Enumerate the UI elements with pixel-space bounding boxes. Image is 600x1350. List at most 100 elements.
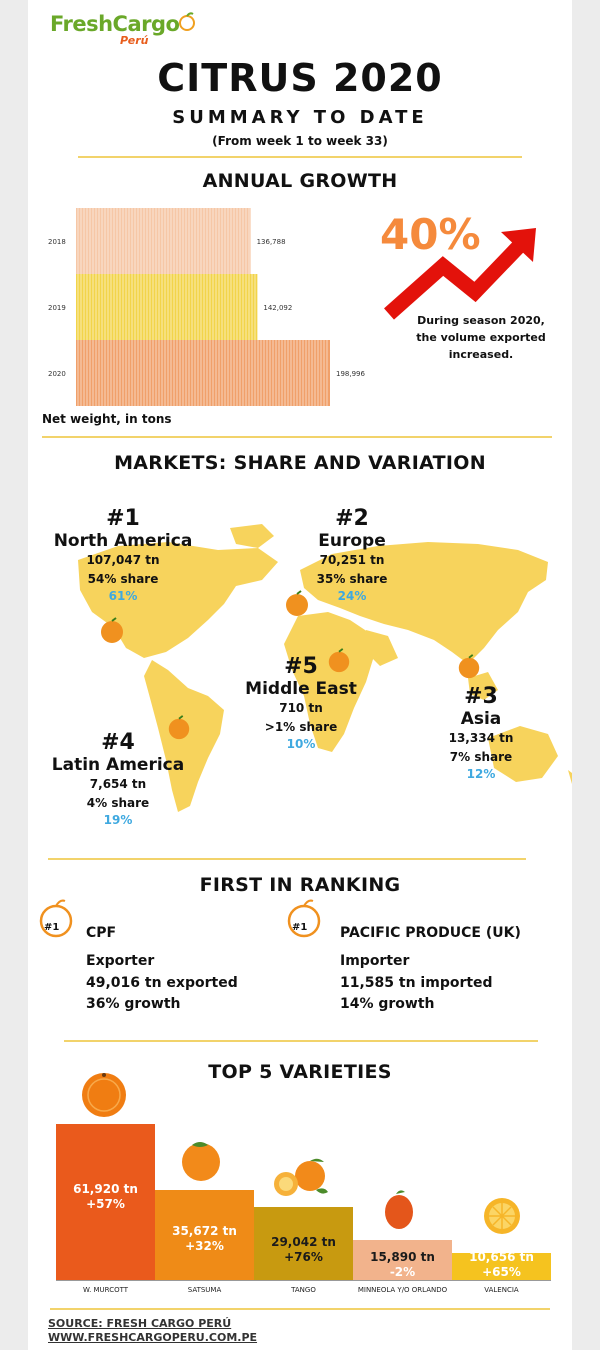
- market-share: 4% share: [86, 796, 150, 810]
- divider: [48, 858, 526, 860]
- variety-category-label: TANGO: [291, 1286, 316, 1294]
- market-share: 7% share: [449, 750, 513, 764]
- orange-icon: [484, 1198, 520, 1234]
- variety-category-label: SATSUMA: [187, 1286, 222, 1294]
- ranking-exporter: #1 CPF Exporter 49,016 tn exported 36% g…: [38, 897, 288, 1017]
- brand-name: FreshCargo: [50, 12, 180, 36]
- ranking-growth: 14% growth: [340, 996, 435, 1012]
- orange-icon: [101, 617, 123, 643]
- growth-value-label: 198,996: [336, 370, 365, 378]
- section-title-growth: ANNUAL GROWTH: [202, 170, 398, 192]
- market-rank: #4: [101, 730, 135, 755]
- variety-tons: 35,672 tn: [172, 1224, 237, 1239]
- infographic-page: FreshCargo Perú CITRUS 2020 SUMMARY TO D…: [28, 0, 572, 1350]
- footer-source: SOURCE: FRESH CARGO PERÚ: [48, 1317, 232, 1330]
- page-subtitle: SUMMARY TO DATE: [172, 107, 428, 128]
- variety-growth: +65%: [482, 1265, 521, 1279]
- year-tick-label: 2018: [48, 238, 66, 246]
- variety-tons: 61,920 tn: [73, 1182, 138, 1196]
- variety-tons: 15,890 tn: [370, 1250, 435, 1264]
- growth-bar: [76, 274, 258, 340]
- market-rank: #3: [464, 684, 498, 709]
- market-tons: 13,334 tn: [448, 731, 514, 745]
- top-varieties-chart: 61,920 tn +57% W. MURCOTT 35,672 tn +32% SATS…: [28, 1060, 572, 1310]
- ranking-name: PACIFIC PRODUCE (UK): [340, 925, 521, 941]
- variety-value-label: 29,042 tn +76%: [254, 1235, 353, 1265]
- market-tons: 70,251 tn: [319, 553, 385, 567]
- orange-icon: [385, 1190, 413, 1229]
- divider: [42, 436, 552, 438]
- market-name: Europe: [318, 531, 386, 551]
- market-rank: #2: [335, 506, 369, 531]
- growth-value-label: 142,092: [263, 304, 292, 312]
- variety-bar: [56, 1124, 155, 1280]
- market-variation: 24%: [337, 589, 367, 603]
- growth-percent: 40%: [380, 210, 481, 259]
- growth-arrow-icon: [384, 228, 536, 320]
- market-tons: 107,047 tn: [86, 553, 160, 567]
- ranking-tons: 49,016 tn exported: [86, 975, 238, 991]
- market-tons: 710 tn: [279, 701, 323, 715]
- variety-category-label: W. MURCOTT: [82, 1286, 129, 1294]
- orange-icon: [286, 590, 308, 616]
- variety-bar: [353, 1239, 452, 1280]
- market-asia: #3 Asia 13,334 tn 7% share 12%: [431, 684, 531, 781]
- ranking-importer: #1 PACIFIC PRODUCE (UK) Importer 11,585 …: [286, 897, 566, 1017]
- variety-category-label: MINNEOLA Y/O ORLANDO: [357, 1286, 448, 1294]
- ranking-badge-label: #1: [44, 922, 60, 933]
- ranking-badge-icon: [39, 899, 73, 938]
- market-share: 35% share: [316, 572, 388, 586]
- variety-bar: [254, 1206, 353, 1280]
- variety-value-label: 10,656 tn +65%: [452, 1250, 551, 1280]
- market-name: North America: [53, 531, 193, 551]
- ranking-growth: 36% growth: [86, 996, 181, 1012]
- annual-growth-chart: 2018 136,788 2019 142,092 2020 198,996: [48, 208, 365, 406]
- variety-tons: 10,656 tn: [469, 1250, 534, 1264]
- variety-growth: +57%: [86, 1197, 125, 1211]
- orange-icon: [82, 1073, 126, 1117]
- ranking-name: CPF: [86, 925, 117, 941]
- growth-axis-note: Net weight, in tons: [42, 412, 172, 426]
- variety-tons: 29,042 tn: [271, 1234, 336, 1249]
- orange-icon: [179, 12, 195, 31]
- market-europe: #2 Europe 70,251 tn 35% share 24%: [272, 506, 432, 603]
- footer-url[interactable]: WWW.FRESHCARGOPERU.COM.PE: [48, 1331, 258, 1344]
- market-rank: #5: [284, 654, 318, 679]
- section-title-ranking: FIRST IN RANKING: [199, 874, 401, 896]
- ranking-tons: 11,585 tn imported: [340, 975, 493, 991]
- growth-note: During season 2020, the volume exported …: [416, 314, 546, 361]
- orange-icon: [274, 1158, 328, 1196]
- variety-category-label: VALENCIA: [484, 1286, 519, 1294]
- orange-icon: [458, 654, 480, 679]
- variety-growth: +32%: [185, 1239, 224, 1254]
- market-name: Middle East: [245, 679, 357, 699]
- market-north-america: #1 North America 107,047 tn 54% share 61…: [43, 506, 203, 603]
- market-middle-east: #5 Middle East 710 tn >1% share 10%: [231, 654, 371, 751]
- ranking-role: Importer: [340, 953, 410, 969]
- market-variation: 19%: [103, 813, 133, 827]
- section-title-markets: MARKETS: SHARE AND VARIATION: [114, 452, 486, 474]
- variety-value-label: 15,890 tn -2%: [353, 1250, 452, 1280]
- orange-icon: [168, 715, 190, 740]
- variety-growth: -2%: [389, 1265, 416, 1279]
- divider: [78, 156, 522, 158]
- growth-value-label: 136,788: [257, 238, 286, 246]
- year-tick-label: 2020: [48, 370, 66, 378]
- year-tick-label: 2019: [48, 304, 66, 312]
- page-title: CITRUS 2020: [157, 56, 443, 100]
- variety-growth: +76%: [284, 1249, 323, 1264]
- market-rank: #1: [106, 506, 140, 531]
- variety-bar: [452, 1253, 551, 1280]
- date-range: (From week 1 to week 33): [212, 134, 388, 148]
- divider: [50, 1308, 550, 1310]
- market-variation: 10%: [286, 737, 316, 751]
- ranking-badge-label: #1: [292, 922, 308, 933]
- orange-icon: [182, 1142, 220, 1181]
- variety-bar: [155, 1190, 254, 1280]
- section-title-varieties: TOP 5 VARIETIES: [208, 1061, 392, 1083]
- market-share: >1% share: [264, 720, 338, 734]
- brand-logo: FreshCargo Perú: [50, 8, 240, 50]
- divider: [64, 1040, 538, 1042]
- orange-icon: [328, 648, 350, 673]
- ranking-badge-icon: [287, 899, 321, 938]
